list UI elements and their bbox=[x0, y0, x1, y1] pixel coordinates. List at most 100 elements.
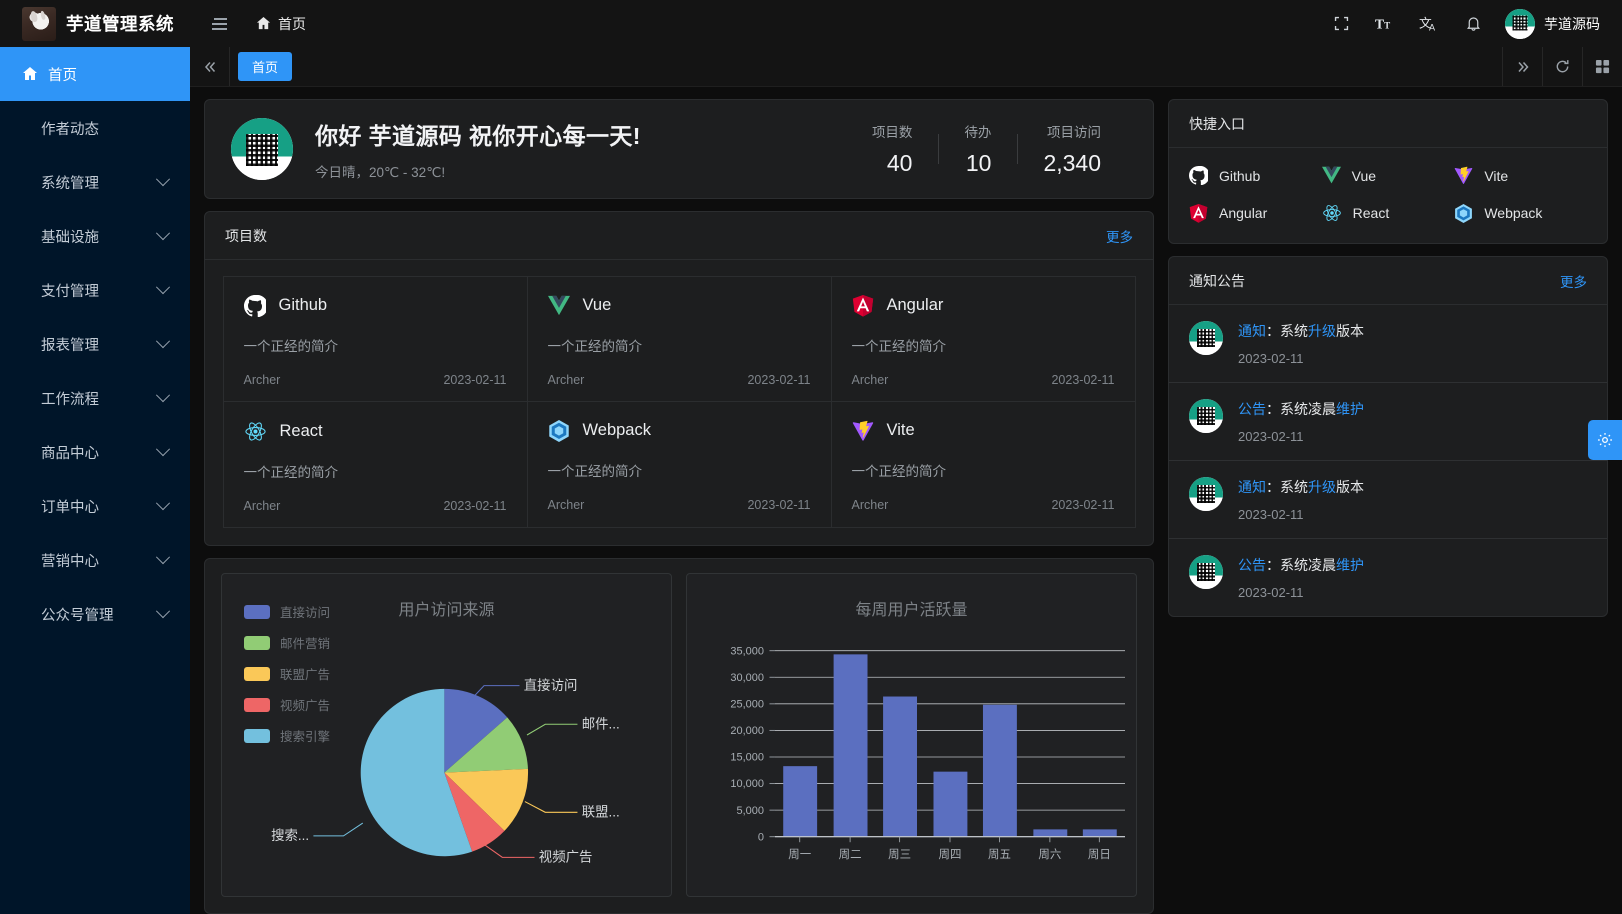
sidebar-item-author-news[interactable]: 作者动态 bbox=[0, 101, 190, 155]
react-icon bbox=[244, 420, 267, 443]
notice-title[interactable]: 公告：系统凌晨维护 bbox=[1238, 555, 1364, 575]
project-card[interactable]: Vite 一个正经的简介 Archer 2023-02-11 bbox=[830, 400, 1136, 528]
legend-item[interactable]: 邮件营销 bbox=[244, 633, 330, 652]
pie-slice-email[interactable] bbox=[444, 717, 528, 773]
double-chevron-right-icon[interactable] bbox=[1502, 47, 1542, 86]
sidebar-item-marketing-center[interactable]: 营销中心 bbox=[0, 533, 190, 587]
user-menu[interactable]: 芋道源码 bbox=[1495, 8, 1606, 39]
quick-entry-vue[interactable]: Vue bbox=[1321, 166, 1455, 185]
sidebar-item-system[interactable]: 系统管理 bbox=[0, 155, 190, 209]
notice-more-link[interactable]: 更多 bbox=[1560, 274, 1587, 290]
stat-visits: 项目访问 2,340 bbox=[1017, 121, 1127, 177]
notice-prefix: 公告 bbox=[1238, 401, 1266, 417]
bar-wed[interactable] bbox=[883, 696, 917, 837]
notice-item[interactable]: 公告：系统凌晨维护 2023-02-11 bbox=[1169, 538, 1607, 616]
avatar bbox=[1189, 477, 1223, 511]
angular-icon bbox=[1189, 203, 1208, 223]
projects-more-link[interactable]: 更多 bbox=[1106, 229, 1133, 245]
project-card[interactable]: Angular 一个正经的简介 Archer 2023-02-11 bbox=[830, 275, 1136, 402]
project-card[interactable]: Webpack 一个正经的简介 Archer 2023-02-11 bbox=[526, 400, 832, 528]
bar-mon[interactable] bbox=[783, 766, 818, 837]
refresh-icon[interactable] bbox=[1542, 47, 1582, 86]
notice-item[interactable]: 通知：系统升级版本 2023-02-11 bbox=[1169, 460, 1607, 538]
project-date: 2023-02-11 bbox=[1051, 497, 1115, 512]
stat-value: 2,340 bbox=[1043, 150, 1101, 176]
chevron-down-icon bbox=[155, 172, 171, 187]
quick-entry-react[interactable]: React bbox=[1322, 203, 1455, 223]
welcome-text: 你好 芋道源码 祝你开心每一天! 今日晴，20℃ - 32℃! bbox=[315, 117, 641, 181]
pie-chart-svg: 直接访问 邮件... 联盟... 视频广告 搜索... bbox=[271, 677, 620, 865]
sidebar-item-report[interactable]: 报表管理 bbox=[0, 317, 190, 371]
project-name: Vue bbox=[582, 296, 612, 314]
breadcrumb-home[interactable]: 首页 bbox=[256, 14, 306, 34]
github-icon bbox=[243, 294, 266, 317]
pie-slice-direct[interactable] bbox=[444, 688, 508, 773]
fullscreen-icon[interactable] bbox=[1319, 0, 1363, 47]
notice-prefix: 通知 bbox=[1238, 479, 1266, 495]
sidebar-item-label: 基础设施 bbox=[41, 229, 99, 246]
sidebar-item-payment[interactable]: 支付管理 bbox=[0, 263, 190, 317]
breadcrumb-home-label: 首页 bbox=[278, 15, 306, 32]
sidebar-item-home[interactable]: 首页 bbox=[0, 47, 190, 101]
grid-layout-icon[interactable] bbox=[1582, 47, 1622, 86]
notice-title[interactable]: 通知：系统升级版本 bbox=[1238, 321, 1364, 341]
notice-panel-title: 通知公告 bbox=[1189, 272, 1245, 289]
notice-item[interactable]: 通知：系统升级版本 2023-02-11 bbox=[1169, 305, 1607, 382]
legend-swatch bbox=[244, 604, 270, 619]
notice-title[interactable]: 通知：系统升级版本 bbox=[1238, 477, 1364, 497]
project-card[interactable]: React 一个正经的简介 Archer 2023-02-11 bbox=[222, 400, 528, 528]
pie-slice-video[interactable] bbox=[444, 772, 505, 852]
brand[interactable]: 芋道管理系统 bbox=[0, 0, 190, 47]
bar-tue[interactable] bbox=[833, 654, 868, 837]
legend-item[interactable]: 视频广告 bbox=[244, 695, 330, 714]
bar-sat[interactable] bbox=[1033, 829, 1068, 837]
legend-item[interactable]: 直接访问 bbox=[244, 602, 330, 621]
settings-drawer-button[interactable] bbox=[1588, 420, 1622, 460]
sidebar-item-product-center[interactable]: 商品中心 bbox=[0, 425, 190, 479]
sidebar-item-infrastructure[interactable]: 基础设施 bbox=[0, 209, 190, 263]
pie-slice-search[interactable] bbox=[360, 688, 473, 857]
legend-item[interactable]: 搜索引擎 bbox=[244, 726, 330, 745]
stat-label: 项目数 bbox=[871, 125, 913, 140]
quick-entry-vite[interactable]: Vite bbox=[1454, 166, 1587, 185]
dashboard-right-column: 快捷入口 Github Vue bbox=[1168, 99, 1608, 914]
bell-icon[interactable] bbox=[1451, 0, 1495, 47]
react-icon bbox=[1322, 203, 1342, 223]
notice-panel: 通知公告 更多 通知：系统升级版本 2023-02-11 bbox=[1168, 256, 1608, 617]
stat-label: 待办 bbox=[964, 125, 992, 140]
sidebar-item-order-center[interactable]: 订单中心 bbox=[0, 479, 190, 533]
svg-text:A: A bbox=[1429, 22, 1436, 32]
notice-title[interactable]: 公告：系统凌晨维护 bbox=[1238, 399, 1364, 419]
project-name: Vite bbox=[886, 421, 915, 439]
x-tick-label: 周一 bbox=[788, 848, 811, 861]
bar-sun[interactable] bbox=[1082, 829, 1117, 837]
bar-fri[interactable] bbox=[982, 704, 1017, 837]
sidebar-item-mp-management[interactable]: 公众号管理 bbox=[0, 587, 190, 641]
legend-label: 联盟广告 bbox=[280, 668, 331, 682]
double-chevron-left-icon[interactable] bbox=[190, 47, 230, 86]
banner-stats: 项目数 40 待办 10 项目访问 2,340 bbox=[846, 121, 1127, 177]
sidebar-item-label: 工作流程 bbox=[41, 391, 99, 408]
avatar bbox=[1505, 8, 1535, 39]
tab-home[interactable]: 首页 bbox=[238, 52, 293, 81]
notice-item[interactable]: 公告：系统凌晨维护 2023-02-11 bbox=[1169, 382, 1607, 460]
quick-entry-angular[interactable]: Angular bbox=[1189, 203, 1322, 223]
vue-icon bbox=[547, 295, 570, 317]
project-card[interactable]: Vue 一个正经的简介 Archer 2023-02-11 bbox=[526, 275, 832, 402]
chevron-down-icon bbox=[155, 388, 171, 403]
quick-entry-github[interactable]: Github bbox=[1189, 166, 1322, 185]
quick-entry-label: Angular bbox=[1219, 205, 1268, 221]
sidebar-item-workflow[interactable]: 工作流程 bbox=[0, 371, 190, 425]
quick-entry-webpack[interactable]: Webpack bbox=[1454, 203, 1587, 223]
y-tick-label: 15,000 bbox=[730, 752, 764, 764]
pie-slice-affiliate[interactable] bbox=[444, 768, 529, 831]
bar-thu[interactable] bbox=[933, 771, 968, 837]
y-tick-label: 5,000 bbox=[736, 805, 764, 817]
chevron-down-icon bbox=[155, 226, 171, 241]
legend-item[interactable]: 联盟广告 bbox=[244, 664, 330, 683]
project-card[interactable]: Github 一个正经的简介 Archer 2023-02-11 bbox=[222, 275, 528, 402]
hamburger-icon[interactable] bbox=[204, 9, 234, 39]
